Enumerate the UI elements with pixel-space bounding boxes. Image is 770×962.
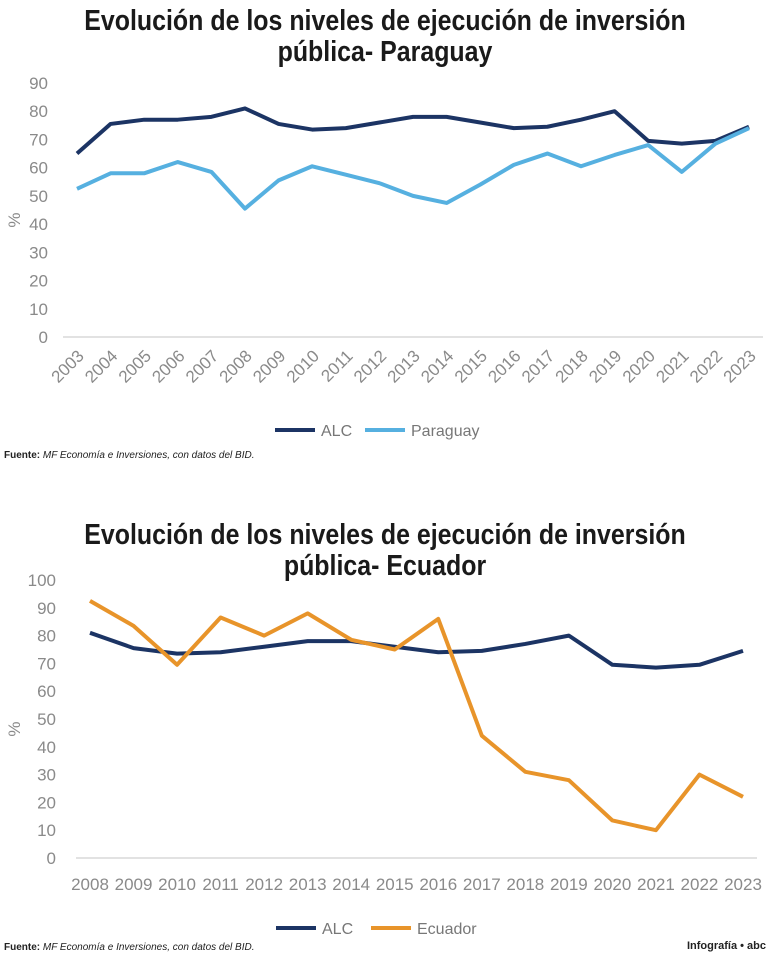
- x-tick-label: 2021: [637, 875, 675, 894]
- x-tick-label: 2010: [158, 875, 196, 894]
- chart1-paraguay: 0 10 20 30 40 50 60 70 80 90% 20032004200520062007…: [5, 74, 763, 440]
- source-text: MF Economía e Inversiones, con datos del…: [42, 450, 255, 461]
- x-tick-label: 2017: [518, 346, 558, 386]
- x-tick-label: 2011: [202, 875, 239, 894]
- source-text: MF Economía e Inversiones, con datos del…: [42, 942, 255, 953]
- y-tick-label: 0: [47, 849, 56, 868]
- x-tick-label: 2013: [384, 346, 424, 386]
- source-label: Fuente:: [4, 942, 41, 953]
- x-tick-label: 2014: [332, 875, 370, 894]
- y-tick-label: 30: [37, 766, 56, 785]
- x-tick-label: 2012: [350, 346, 390, 386]
- x-tick-label: 2022: [681, 875, 719, 894]
- y-tick-label: 20: [37, 793, 56, 812]
- x-tick-label: 2019: [550, 875, 588, 894]
- chart2-title: Evolución de los niveles de ejecución de…: [84, 519, 686, 582]
- y-tick-label: 50: [37, 710, 56, 729]
- x-tick-label: 2020: [619, 346, 659, 386]
- legend-label: Paraguay: [411, 423, 480, 440]
- legend-label: ALC: [321, 423, 352, 440]
- x-tick-label: 2008: [216, 346, 256, 386]
- x-tick-label: 2006: [148, 346, 188, 386]
- y-tick-label: 40: [29, 215, 48, 234]
- y-tick-label: 30: [29, 243, 48, 262]
- y-tick-label: 90: [37, 599, 56, 618]
- x-tick-label: 2016: [484, 346, 524, 386]
- x-tick-label: 2023: [724, 875, 762, 894]
- y-tick-label: 70: [29, 130, 48, 149]
- x-tick-label: 2015: [376, 875, 414, 894]
- y-tick-label: 10: [37, 821, 56, 840]
- y-tick-label: 60: [29, 159, 48, 178]
- x-tick-label: 2022: [686, 346, 726, 386]
- chart1-title: Evolución de los niveles de ejecución de…: [84, 5, 686, 68]
- x-tick-label: 2014: [417, 346, 457, 386]
- x-tick-label: 2003: [48, 346, 88, 386]
- x-tick-label: 2004: [81, 346, 121, 386]
- legend-label: Ecuador: [417, 921, 477, 938]
- y-tick-label: 20: [29, 272, 48, 291]
- x-tick-label: 2008: [71, 875, 109, 894]
- x-tick-label: 2010: [283, 346, 323, 386]
- legend-label: ALC: [322, 921, 353, 938]
- credit: Infografía • abc: [686, 940, 766, 952]
- y-tick-label: 0: [39, 328, 48, 347]
- x-tick-label: 2013: [289, 875, 327, 894]
- x-tick-label: 2021: [652, 346, 692, 386]
- x-tick-label: 2012: [245, 875, 283, 894]
- y-tick-label: 70: [37, 654, 56, 673]
- x-tick-label: 2016: [419, 875, 457, 894]
- chart2-source: Fuente: MF Economía e Inversiones, con d…: [4, 942, 254, 953]
- y-tick-label: 80: [37, 627, 56, 646]
- chart2-ecuador: 0 10 20 30 40 50 60 70 80 90 100% 2008 2009 2010 2011 2…: [5, 571, 762, 938]
- series-line-ecuador: [89, 599, 744, 833]
- x-tick-label: 2019: [585, 346, 625, 386]
- x-tick-label: 2017: [463, 875, 501, 894]
- x-tick-label: 2005: [115, 346, 155, 386]
- x-tick-label: 2015: [451, 346, 491, 386]
- chart1-source: Fuente: MF Economía e Inversiones, con d…: [4, 450, 254, 461]
- y-tick-label: 10: [29, 300, 48, 319]
- y-tick-label: 80: [29, 102, 48, 121]
- y-tick-label: 100: [28, 571, 56, 590]
- x-tick-label: 2020: [593, 875, 631, 894]
- x-tick-label: 2011: [317, 346, 356, 385]
- x-tick-label: 2018: [552, 346, 592, 386]
- series-line-alc: [89, 630, 744, 670]
- x-tick-label: 2009: [115, 875, 153, 894]
- y-tick-label: 90: [29, 74, 48, 93]
- y-tick-label: 50: [29, 187, 48, 206]
- x-tick-label: 2007: [182, 346, 222, 386]
- x-tick-label: 2018: [506, 875, 544, 894]
- y-tick-label: 40: [37, 738, 56, 757]
- source-label: Fuente:: [4, 450, 41, 461]
- y-axis-label: %: [5, 721, 24, 736]
- y-tick-label: 60: [37, 682, 56, 701]
- y-axis-label: %: [5, 212, 24, 227]
- x-tick-label: 2023: [720, 346, 760, 386]
- x-tick-label: 2009: [249, 346, 289, 386]
